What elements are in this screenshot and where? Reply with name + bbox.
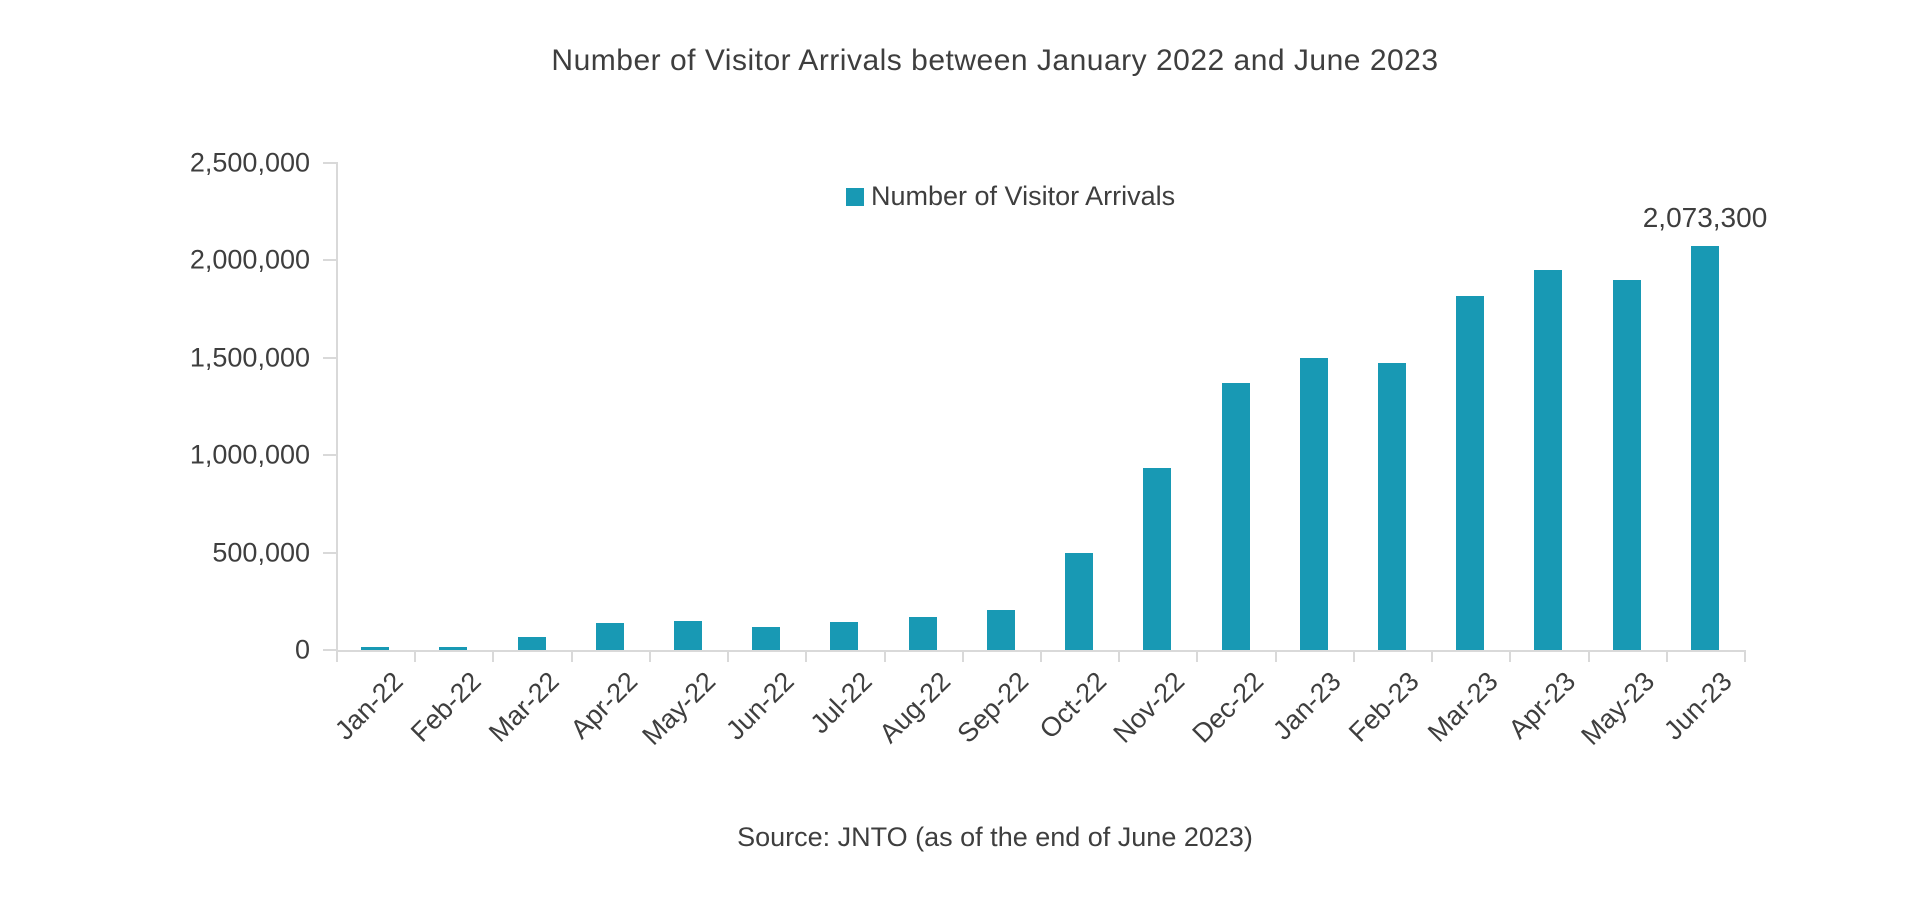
legend: Number of Visitor Arrivals	[846, 181, 1175, 212]
y-tick-mark	[323, 356, 336, 359]
bar-feb-23	[1378, 363, 1406, 650]
x-tick-label: Jun-22	[719, 666, 800, 746]
x-tick-mark	[727, 650, 729, 662]
x-tick-label: Mar-23	[1421, 666, 1504, 748]
x-tick-mark	[1588, 650, 1590, 662]
x-tick-mark	[962, 650, 964, 662]
y-axis-line	[336, 162, 338, 652]
x-tick-mark	[1275, 650, 1277, 662]
bar-feb-22	[439, 647, 467, 650]
bar-aug-22	[909, 617, 937, 650]
x-tick-label: Feb-23	[1343, 666, 1426, 748]
x-tick-label: Aug-22	[873, 666, 956, 749]
x-tick-label: Dec-22	[1186, 666, 1269, 749]
x-tick-mark	[1509, 650, 1511, 662]
x-tick-mark	[336, 650, 338, 662]
x-tick-mark	[1666, 650, 1668, 662]
y-tick-label: 1,000,000	[189, 439, 310, 470]
bar-apr-22	[596, 623, 624, 650]
bar-sep-22	[987, 610, 1015, 650]
bar-oct-22	[1065, 553, 1093, 650]
x-tick-label: Nov-22	[1107, 666, 1191, 749]
x-tick-mark	[649, 650, 651, 662]
bar-jun-23	[1691, 246, 1719, 650]
x-tick-mark	[805, 650, 807, 662]
bar-nov-22	[1143, 468, 1171, 650]
x-tick-mark	[1744, 650, 1746, 662]
y-tick-mark	[323, 649, 336, 651]
x-tick-label: Feb-22	[404, 666, 487, 748]
x-tick-label: May-22	[636, 666, 722, 751]
x-tick-label: Apr-23	[1503, 666, 1582, 745]
chart-title: Number of Visitor Arrivals between Janua…	[551, 44, 1439, 77]
y-tick-label: 500,000	[212, 537, 310, 568]
bar-mar-22	[518, 637, 546, 650]
x-tick-mark	[492, 650, 494, 662]
source-note: Source: JNTO (as of the end of June 2023…	[737, 822, 1253, 852]
y-tick-mark	[323, 162, 336, 164]
x-tick-mark	[1196, 650, 1198, 662]
legend-marker-icon	[846, 187, 864, 206]
y-tick-mark	[323, 259, 336, 262]
x-tick-label: Apr-22	[564, 666, 643, 745]
x-tick-mark	[571, 650, 573, 662]
bar-dec-22	[1222, 383, 1250, 650]
x-tick-label: Sep-22	[951, 666, 1035, 749]
data-label-jun-23: 2,073,300	[1642, 202, 1768, 233]
y-tick-mark	[323, 551, 336, 554]
y-tick-label: 2,500,000	[189, 147, 310, 178]
x-tick-label: Mar-22	[483, 666, 565, 748]
y-tick-label: 2,000,000	[189, 244, 310, 275]
x-tick-mark	[1040, 650, 1042, 662]
bar-may-22	[674, 621, 702, 650]
bar-jan-23	[1300, 358, 1328, 650]
x-tick-mark	[884, 650, 886, 662]
bar-mar-23	[1456, 296, 1484, 650]
x-tick-label: Jun-23	[1658, 666, 1739, 746]
legend-label: Number of Visitor Arrivals	[871, 181, 1176, 211]
x-tick-label: Oct-22	[1033, 666, 1113, 745]
bar-jan-22	[361, 647, 389, 650]
bar-apr-23	[1534, 270, 1562, 650]
x-tick-label: May-23	[1575, 666, 1660, 751]
x-tick-mark	[1353, 650, 1355, 662]
x-tick-mark	[1431, 650, 1433, 662]
y-tick-label: 0	[294, 634, 310, 665]
x-tick-label: Jan-22	[328, 666, 409, 746]
bar-jun-22	[752, 627, 780, 650]
bar-may-23	[1613, 280, 1641, 650]
x-tick-label: Jul-22	[804, 666, 878, 740]
x-tick-mark	[1118, 650, 1120, 662]
y-tick-label: 1,500,000	[189, 342, 310, 373]
x-tick-label: Jan-23	[1267, 666, 1347, 746]
y-tick-mark	[323, 454, 336, 457]
x-tick-mark	[414, 650, 416, 662]
bar-jul-22	[830, 622, 858, 650]
